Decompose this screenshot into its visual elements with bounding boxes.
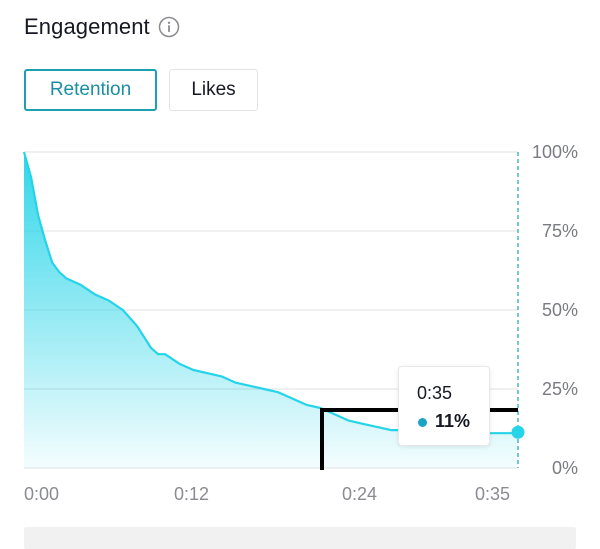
tooltip-series-dot [418, 418, 427, 427]
y-tick-label: 75% [542, 221, 578, 241]
x-tick-label: 0:00 [24, 484, 59, 504]
x-tick-label: 0:12 [174, 484, 209, 504]
info-icon[interactable] [158, 16, 180, 38]
next-section-panel [24, 527, 576, 549]
tooltip-time: 0:35 [417, 383, 453, 403]
highlight-point[interactable] [511, 425, 525, 439]
tooltip-value: 11% [435, 411, 471, 431]
annotation-bracket-vertical [320, 408, 324, 470]
chart-tooltip: 0:35 11% [398, 366, 490, 446]
y-tick-label: 50% [542, 300, 578, 320]
y-tick-label: 0% [552, 458, 578, 478]
metric-tabs: Retention Likes [24, 69, 258, 111]
tab-retention[interactable]: Retention [24, 69, 157, 111]
x-tick-label: 0:35 [475, 484, 510, 504]
retention-chart[interactable]: 100% 75% 50% 25% 0% 0:00 0:12 0:24 0:35 [0, 120, 600, 510]
x-tick-label: 0:24 [342, 484, 377, 504]
tab-likes[interactable]: Likes [169, 69, 258, 111]
y-tick-label: 25% [542, 379, 578, 399]
retention-area [24, 152, 518, 468]
y-tick-label: 100% [532, 142, 578, 162]
page-title: Engagement [24, 14, 150, 39]
engagement-header: Engagement [24, 14, 180, 40]
